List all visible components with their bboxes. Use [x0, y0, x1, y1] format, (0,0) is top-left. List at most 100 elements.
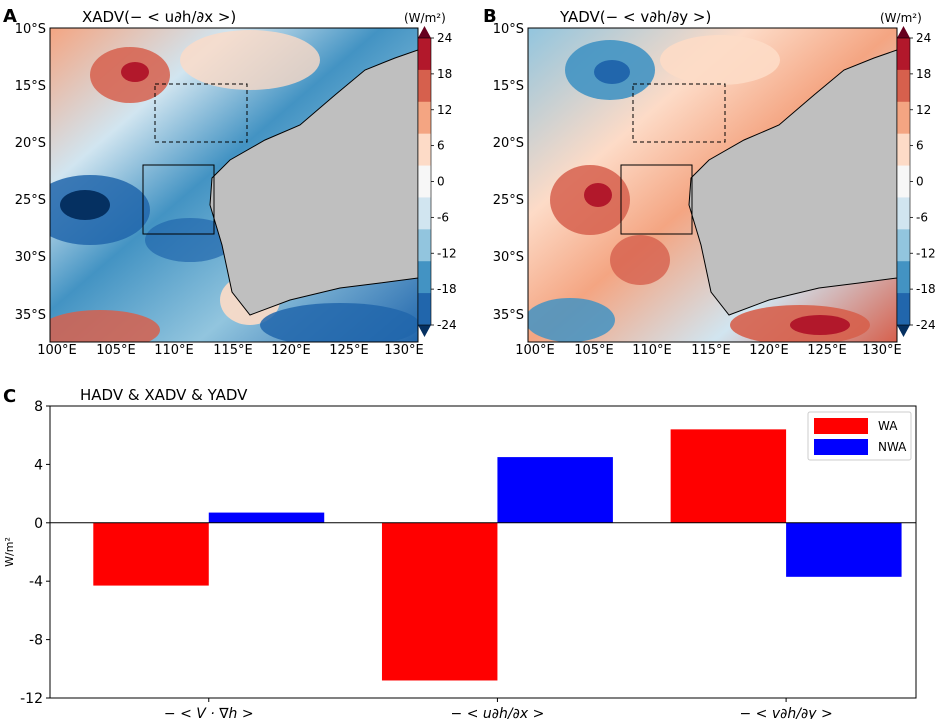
y-tick-label: -8: [29, 633, 43, 649]
colorbar-segment: [418, 133, 431, 167]
colorbar-tick-label: 12: [437, 103, 452, 117]
lat-tick: 30°S: [493, 250, 524, 265]
australia-land: [209, 49, 418, 316]
lon-tick: 125°E: [807, 343, 847, 358]
lon-tick: 120°E: [271, 343, 311, 358]
lon-tick: 120°E: [749, 343, 789, 358]
legend-label-wa: WA: [878, 419, 898, 433]
colorbar-segment: [897, 229, 910, 262]
panel-a-lat-ticks: 10°S 15°S 20°S 25°S 30°S 35°S: [15, 22, 46, 323]
lon-tick: 125°E: [329, 343, 369, 358]
colorbar-segment: [897, 261, 910, 294]
panel-b-colorbar-unit: (W/m²): [880, 11, 922, 25]
colorbar-tick-label: -12: [916, 246, 936, 260]
panel-c-xticks: − < V · ∇h > − < u∂h/∂x > − < v∂h/∂y >: [164, 698, 833, 719]
panel-a-lon-ticks: 100°E 105°E 110°E 115°E 120°E 125°E 130°…: [37, 343, 424, 358]
y-tick-label: 4: [34, 457, 43, 473]
y-tick-label: 8: [34, 399, 43, 415]
lat-tick: 35°S: [15, 308, 46, 323]
lon-tick: 110°E: [632, 343, 672, 358]
legend-label-nwa: NWA: [878, 440, 907, 454]
bar-wa-2: [670, 429, 787, 523]
panel-a-label: A: [3, 6, 17, 27]
legend-swatch-nwa: [814, 439, 868, 455]
bar-nwa-0: [208, 512, 325, 523]
colorbar-tick-label: 24: [437, 31, 452, 45]
colorbar-tick-label: 6: [437, 139, 445, 153]
lon-tick: 105°E: [574, 343, 614, 358]
colorbar-segment: [418, 38, 431, 71]
bar-nwa-1: [497, 457, 613, 523]
x-tick-label: − < V · ∇h >: [164, 706, 254, 719]
colorbar-tick-label: -12: [437, 246, 457, 260]
panel-a-title: XADV(− < u∂h/∂x >): [82, 8, 236, 26]
colorbar-tick-label: 18: [437, 67, 452, 81]
lon-tick: 115°E: [691, 343, 731, 358]
lat-tick: 20°S: [493, 136, 524, 151]
colorbar-tick-label: 0: [916, 175, 924, 189]
panel-b-colorbar: 24 18 12 6 0 -6 -12 -18 -24: [896, 26, 936, 337]
colorbar-segment: [897, 165, 910, 198]
bar-nwa-2: [786, 522, 902, 577]
y-tick-label: 0: [34, 516, 43, 532]
colorbar-segment: [418, 229, 431, 262]
panel-b-map: [527, 27, 898, 343]
colorbar-tick-label: -6: [916, 210, 928, 224]
panel-c-ylabel: W/m²: [3, 537, 16, 567]
colorbar-extend-top: [418, 26, 431, 38]
colorbar-segment: [897, 293, 910, 326]
colorbar-tick-label: -6: [437, 210, 449, 224]
colorbar-extend-top: [897, 26, 910, 38]
colorbar-extend-bottom: [897, 325, 910, 337]
colorbar-extend-bottom: [418, 325, 431, 337]
australia-land: [688, 49, 897, 316]
panel-c-legend: WA NWA: [807, 411, 912, 461]
x-tick-label: − < v∂h/∂y >: [740, 706, 833, 719]
nwa-region-box: [154, 83, 248, 143]
colorbar-tick-label: -18: [437, 282, 457, 296]
lon-tick: 115°E: [213, 343, 253, 358]
lat-tick: 35°S: [493, 308, 524, 323]
colorbar-tick-label: -24: [916, 318, 936, 332]
lon-tick: 110°E: [154, 343, 194, 358]
panel-a-colorbar-unit: (W/m²): [404, 11, 446, 25]
colorbar-tick-label: 18: [916, 67, 931, 81]
bar-wa-1: [381, 522, 498, 681]
bar-wa-0: [93, 522, 209, 586]
lat-tick: 30°S: [15, 250, 46, 265]
panel-b-lon-ticks: 100°E 105°E 110°E 115°E 120°E 125°E 130°…: [515, 343, 902, 358]
colorbar-tick-label: 6: [916, 139, 924, 153]
legend-swatch-wa: [814, 418, 868, 434]
colorbar-segment: [897, 101, 910, 135]
colorbar-segment: [897, 69, 910, 103]
wa-region-box: [620, 164, 693, 235]
colorbar-segment: [418, 261, 431, 294]
colorbar-tick-label: 0: [437, 175, 445, 189]
lat-tick: 15°S: [493, 79, 524, 94]
lat-tick: 25°S: [493, 193, 524, 208]
colorbar-segment: [418, 293, 431, 326]
panel-c-label: C: [3, 386, 16, 407]
lat-tick: 10°S: [493, 22, 524, 37]
colorbar-segment: [897, 133, 910, 167]
lon-tick: 130°E: [384, 343, 424, 358]
panel-c-title: HADV & XADV & YADV: [80, 386, 248, 404]
colorbar-tick-label: -24: [437, 318, 457, 332]
nwa-region-box: [632, 83, 726, 143]
y-tick-label: -12: [20, 691, 43, 707]
colorbar-tick-label: 12: [916, 103, 931, 117]
colorbar-tick-label: -18: [916, 282, 936, 296]
lon-tick: 100°E: [37, 343, 77, 358]
colorbar-segment: [418, 101, 431, 135]
colorbar-segment: [418, 69, 431, 103]
panel-b-title: YADV(− < v∂h/∂y >): [559, 8, 711, 26]
lon-tick: 105°E: [96, 343, 136, 358]
panel-a-map: [49, 27, 419, 343]
x-tick-label: − < u∂h/∂x >: [451, 706, 545, 719]
panel-b-lat-ticks: 10°S 15°S 20°S 25°S 30°S 35°S: [493, 22, 524, 323]
lat-tick: 10°S: [15, 22, 46, 37]
panel-a-colorbar: 24 18 12 6 0 -6 -12 -18 -24: [417, 26, 457, 337]
lat-tick: 15°S: [15, 79, 46, 94]
wa-region-box: [142, 164, 215, 235]
